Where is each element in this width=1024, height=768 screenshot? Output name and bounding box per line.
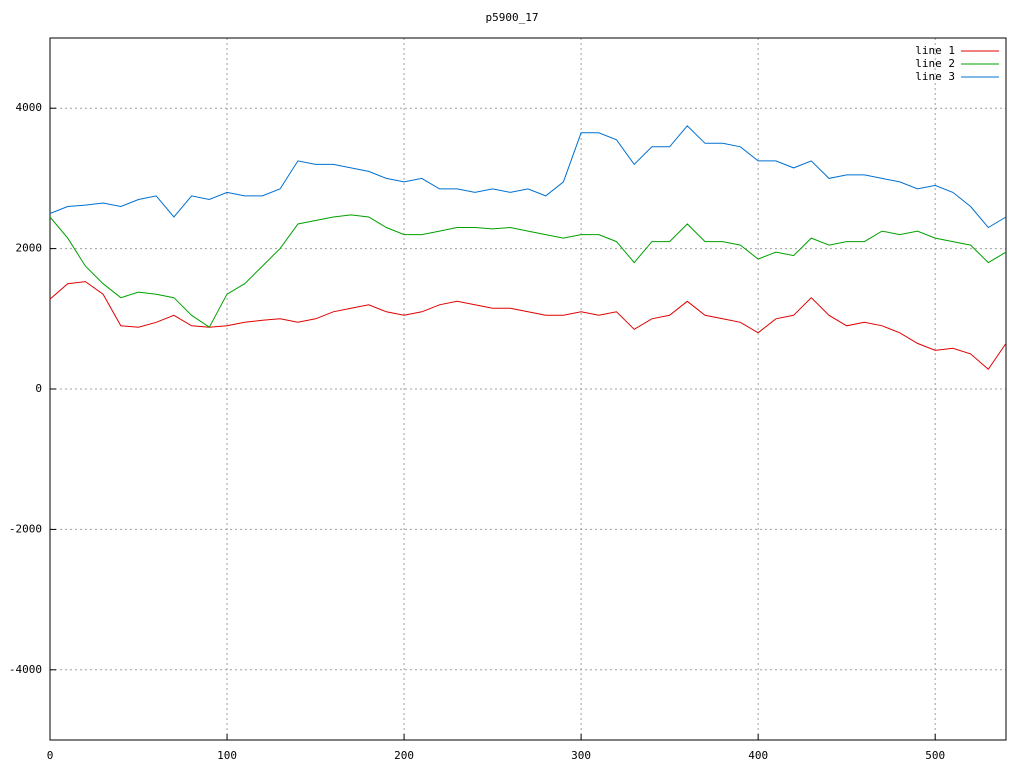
- x-tick-label: 100: [217, 749, 237, 762]
- x-tick-label: 300: [571, 749, 591, 762]
- data-line: [49, 281, 1007, 371]
- x-tick-label: 500: [925, 749, 945, 762]
- y-tick-label: 4000: [16, 101, 43, 114]
- data-line: [49, 214, 1007, 328]
- legend-label: line 2: [915, 57, 955, 70]
- y-tick-label: -4000: [9, 663, 42, 676]
- y-tick-label: -2000: [9, 522, 42, 535]
- x-tick-label: 400: [748, 749, 768, 762]
- x-tick-label: 200: [394, 749, 414, 762]
- chart-title: p5900_17: [486, 11, 539, 24]
- x-tick-label: 0: [47, 749, 54, 762]
- data-line: [49, 125, 1007, 229]
- legend-label: line 3: [915, 70, 955, 83]
- y-tick-label: 2000: [16, 242, 43, 255]
- plot-border: [49, 37, 1007, 741]
- y-tick-label: 0: [35, 382, 42, 395]
- legend-label: line 1: [915, 44, 955, 57]
